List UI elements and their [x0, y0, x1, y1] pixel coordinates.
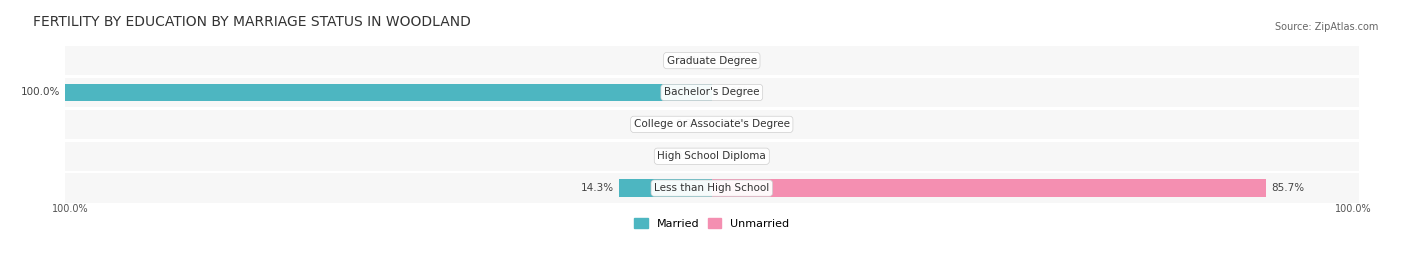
Bar	[65, 110, 1358, 139]
Text: 0.0%: 0.0%	[676, 151, 702, 161]
Text: 85.7%: 85.7%	[1271, 183, 1305, 193]
Text: 0.0%: 0.0%	[676, 119, 702, 129]
Text: 100.0%: 100.0%	[20, 87, 59, 97]
Text: 0.0%: 0.0%	[676, 56, 702, 66]
Text: Graduate Degree: Graduate Degree	[666, 56, 756, 66]
Bar	[619, 179, 711, 197]
Text: 0.0%: 0.0%	[721, 56, 748, 66]
Text: FERTILITY BY EDUCATION BY MARRIAGE STATUS IN WOODLAND: FERTILITY BY EDUCATION BY MARRIAGE STATU…	[32, 15, 471, 29]
Bar	[65, 141, 1358, 171]
Text: 0.0%: 0.0%	[721, 151, 748, 161]
Text: Source: ZipAtlas.com: Source: ZipAtlas.com	[1274, 22, 1378, 31]
Bar	[65, 46, 1358, 75]
Legend: Married, Unmarried: Married, Unmarried	[630, 214, 794, 234]
Text: 100.0%: 100.0%	[52, 204, 89, 214]
Bar	[711, 179, 1267, 197]
Text: 0.0%: 0.0%	[721, 119, 748, 129]
Text: 14.3%: 14.3%	[581, 183, 614, 193]
Bar	[65, 78, 1358, 107]
Text: Less than High School: Less than High School	[654, 183, 769, 193]
Bar	[65, 84, 711, 101]
Text: High School Diploma: High School Diploma	[658, 151, 766, 161]
Text: 100.0%: 100.0%	[1334, 204, 1372, 214]
Bar	[65, 174, 1358, 203]
Text: 0.0%: 0.0%	[721, 87, 748, 97]
Text: College or Associate's Degree: College or Associate's Degree	[634, 119, 790, 129]
Text: Bachelor's Degree: Bachelor's Degree	[664, 87, 759, 97]
